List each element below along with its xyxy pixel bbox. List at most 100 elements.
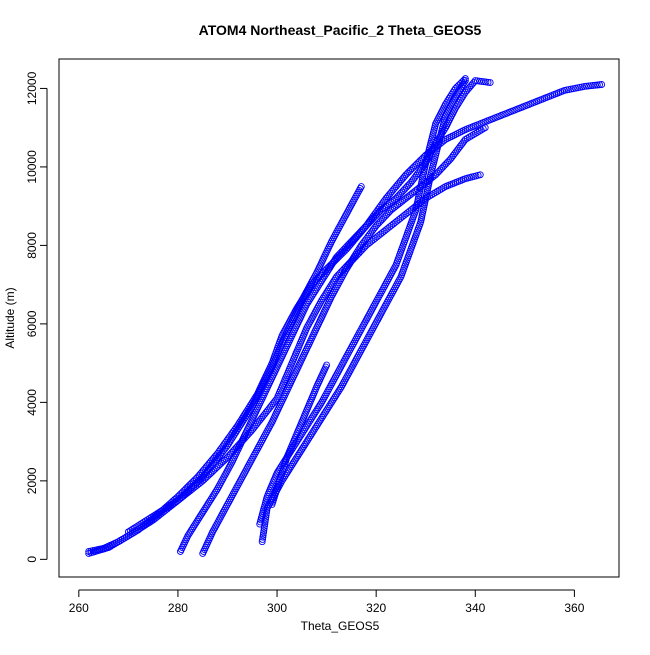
data-point <box>128 526 136 533</box>
data-point <box>315 402 323 410</box>
data-point <box>240 415 248 423</box>
data-point <box>471 77 479 85</box>
data-point <box>229 432 237 440</box>
data-point <box>208 494 216 502</box>
data-point <box>469 131 477 139</box>
data-point <box>329 259 337 267</box>
x-tick-label: 300 <box>267 601 287 615</box>
x-tick-label: 340 <box>465 601 485 615</box>
data-point <box>304 435 312 443</box>
y-tick-label: 2000 <box>25 467 39 494</box>
data-point <box>186 528 194 536</box>
data-point <box>322 289 330 297</box>
data-point <box>322 408 329 416</box>
data-point <box>209 492 217 500</box>
series-5 <box>199 124 489 557</box>
data-point <box>342 265 350 273</box>
data-point <box>344 263 352 271</box>
data-point <box>306 417 314 424</box>
data-point <box>192 519 200 527</box>
series-6 <box>258 77 469 546</box>
data-point <box>327 262 335 270</box>
data-point <box>193 517 201 525</box>
data-point <box>477 126 485 134</box>
data-point <box>321 291 329 299</box>
data-point <box>259 533 267 541</box>
data-point <box>298 446 305 454</box>
data-point <box>211 488 219 496</box>
data-point <box>323 361 331 369</box>
data-point <box>273 469 281 477</box>
data-point <box>318 414 326 421</box>
data-point <box>596 81 603 89</box>
data-point <box>598 81 606 88</box>
data-point <box>291 457 299 465</box>
data-point <box>113 539 120 547</box>
data-point <box>296 448 304 456</box>
data-point <box>434 187 442 195</box>
data-point <box>302 439 310 447</box>
data-point <box>115 538 122 546</box>
data-point <box>105 544 113 552</box>
data-point <box>350 252 358 260</box>
data-point <box>159 506 167 514</box>
data-point <box>199 508 207 516</box>
data-point <box>309 291 316 299</box>
data-point <box>349 254 357 262</box>
data-point <box>303 437 311 445</box>
data-point <box>585 82 593 90</box>
data-point <box>328 260 336 268</box>
data-point <box>312 407 320 415</box>
data-point <box>330 257 338 265</box>
y-tick-label: 6000 <box>25 310 39 337</box>
data-point <box>149 512 157 520</box>
data-point <box>323 287 331 295</box>
data-point <box>467 132 475 140</box>
chart-title: ATOM4 Northeast_Pacific_2 Theta_GEOS5 <box>199 22 482 38</box>
y-tick-label: 4000 <box>25 389 39 416</box>
data-point <box>207 496 215 504</box>
data-point <box>335 386 343 394</box>
data-point <box>231 430 239 438</box>
data-point <box>226 438 234 446</box>
data-point <box>143 516 151 524</box>
data-point <box>311 409 319 417</box>
data-point <box>309 413 316 421</box>
data-point <box>111 540 118 548</box>
data-point <box>460 76 468 84</box>
data-point <box>312 423 320 430</box>
data-point <box>287 462 295 470</box>
data-point <box>473 128 481 136</box>
x-tick-label: 260 <box>69 601 89 615</box>
data-point <box>147 513 155 521</box>
data-point <box>136 521 144 529</box>
data-point <box>286 464 294 472</box>
data-point <box>227 436 235 444</box>
data-point <box>168 500 176 508</box>
data-point <box>304 299 312 306</box>
data-point <box>187 526 195 534</box>
data-point <box>324 404 332 412</box>
data-point <box>260 527 268 535</box>
data-point <box>313 406 321 414</box>
data-point <box>203 501 211 509</box>
data-point <box>314 404 322 412</box>
data-point <box>244 410 252 418</box>
data-point <box>334 388 342 396</box>
data-point <box>475 127 483 135</box>
data-point <box>305 418 313 426</box>
data-point <box>234 425 242 433</box>
data-point <box>304 420 312 428</box>
data-point <box>593 81 601 89</box>
x-tick-label: 320 <box>366 601 386 615</box>
data-point <box>317 415 325 423</box>
data-point <box>465 133 473 141</box>
data-point <box>316 417 324 425</box>
data-point <box>471 130 479 138</box>
data-point <box>317 279 324 286</box>
y-tick-label: 8000 <box>25 232 39 259</box>
data-point <box>210 490 218 498</box>
